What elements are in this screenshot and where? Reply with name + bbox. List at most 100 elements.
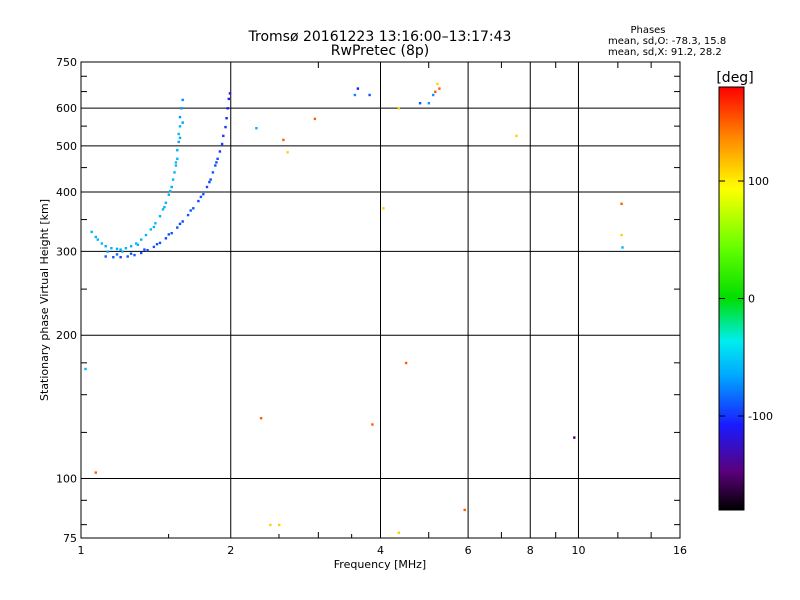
stats-line-x: mean, sd,X: 91.2, 28.2 bbox=[608, 47, 722, 58]
trace-x-point bbox=[146, 249, 149, 252]
scatter-point bbox=[84, 367, 87, 371]
trace-x-point bbox=[186, 213, 190, 217]
scatter-point bbox=[371, 423, 374, 426]
trace-o-point bbox=[149, 228, 152, 231]
x-tick-label: 2 bbox=[227, 544, 234, 557]
scatter-point bbox=[286, 151, 289, 154]
trace-x-point bbox=[176, 226, 179, 229]
trace-o-point bbox=[121, 250, 124, 253]
chart-title-line1: Tromsø 20161223 13:16:00–13:17:43 bbox=[248, 29, 512, 45]
scatter-point bbox=[418, 102, 422, 105]
trace-x-point bbox=[158, 241, 162, 245]
trace-o-point bbox=[167, 193, 170, 196]
stats-heading: Phases bbox=[630, 25, 665, 36]
trace-x-point bbox=[199, 195, 203, 199]
trace-o-point bbox=[106, 250, 109, 253]
colorbar-tick-label: 100 bbox=[748, 175, 769, 188]
trace-o-point bbox=[177, 132, 180, 136]
scatter-point bbox=[573, 436, 576, 439]
y-tick-label: 75 bbox=[63, 532, 77, 545]
colorbar-ticks: 100 0 -100 bbox=[719, 175, 773, 423]
trace-x-point bbox=[129, 252, 133, 255]
y-tick-label: 100 bbox=[56, 473, 77, 486]
scatter-point bbox=[356, 87, 360, 90]
trace-x-point bbox=[225, 117, 228, 120]
stats-line-o: mean, sd,O: -78.3, 15.8 bbox=[608, 36, 726, 47]
trace-o-point bbox=[176, 149, 179, 152]
y-tick-label: 500 bbox=[56, 140, 77, 153]
x-tick-label: 16 bbox=[673, 544, 687, 557]
trace-o-point bbox=[110, 247, 113, 250]
scatter-point bbox=[620, 202, 623, 205]
scatter-point bbox=[397, 107, 400, 110]
trace-o-point bbox=[163, 206, 166, 209]
trace-o-point bbox=[173, 171, 176, 174]
trace-x-point bbox=[228, 92, 232, 95]
x-tick-label: 8 bbox=[527, 544, 534, 557]
y-tick-label: 750 bbox=[56, 56, 77, 69]
trace-o-point bbox=[161, 208, 165, 211]
trace-x-point bbox=[220, 142, 224, 146]
trace-o-point bbox=[164, 201, 168, 204]
trace-x-point bbox=[202, 193, 205, 196]
trace-x-point bbox=[112, 256, 115, 259]
scatter-point bbox=[621, 246, 624, 249]
trace-o-point bbox=[180, 107, 183, 110]
scatter-point bbox=[515, 134, 518, 138]
scatter-point bbox=[269, 523, 272, 527]
trace-x-point bbox=[197, 199, 200, 203]
colorbar: [deg] 100 0 -100 bbox=[716, 70, 773, 511]
scatter-point bbox=[620, 233, 623, 237]
trace-x-point bbox=[167, 233, 170, 236]
x-axis-label: Frequency [MHz] bbox=[334, 558, 426, 571]
trace-o-point bbox=[181, 98, 184, 102]
scatter-point bbox=[313, 117, 317, 121]
trace-x-point bbox=[192, 207, 195, 210]
trace-o-point bbox=[140, 238, 143, 241]
trace-x-point bbox=[208, 180, 211, 184]
scatter-point bbox=[434, 90, 437, 93]
trace-x-point bbox=[178, 222, 182, 226]
scatter-point bbox=[432, 93, 435, 97]
scatter-point bbox=[94, 471, 97, 474]
scatter-point bbox=[438, 87, 441, 90]
trace-o-point bbox=[174, 161, 178, 164]
trace-x-point bbox=[133, 253, 136, 257]
trace-o-point bbox=[154, 222, 157, 225]
trace-x-point bbox=[152, 245, 156, 249]
trace-x-point bbox=[164, 237, 168, 240]
scatter-point bbox=[255, 127, 258, 130]
trace-x-point bbox=[216, 157, 219, 160]
trace-o-point bbox=[174, 164, 178, 167]
trace-o-point bbox=[170, 185, 173, 189]
trace-x-point bbox=[205, 185, 209, 189]
plot-area: 1 2 4 6 8 10 16 75 100 200 300 400 500 600 750 bbox=[56, 56, 687, 557]
x-tick-label: 1 bbox=[78, 544, 85, 557]
trace-o-point bbox=[178, 125, 182, 128]
trace-o-point bbox=[178, 115, 182, 119]
y-tick-label: 600 bbox=[56, 102, 77, 115]
trace-x-point bbox=[222, 134, 225, 138]
trace-x-point bbox=[218, 150, 222, 153]
scatter-point bbox=[436, 82, 439, 86]
y-tick-label: 400 bbox=[56, 186, 77, 199]
colorbar-tick-label: -100 bbox=[748, 410, 773, 423]
trace-o-point bbox=[136, 243, 140, 246]
trace-x-point bbox=[227, 97, 230, 101]
trace-o-point bbox=[176, 157, 179, 160]
trace-x-point bbox=[104, 255, 107, 258]
trace-o-point bbox=[129, 245, 133, 248]
trace-x-point bbox=[189, 209, 192, 212]
y-axis: 75 100 200 300 400 500 600 750 bbox=[56, 56, 680, 545]
trace-x-point bbox=[126, 255, 129, 258]
grid-lines bbox=[81, 62, 680, 538]
trace-x-point bbox=[155, 243, 159, 246]
scatter-point bbox=[397, 531, 400, 534]
scatter-point bbox=[353, 93, 357, 97]
trace-o-point bbox=[96, 238, 99, 241]
trace-o-point bbox=[171, 178, 175, 181]
scatter-point bbox=[278, 523, 281, 527]
scatter-point bbox=[404, 361, 408, 365]
x-tick-label: 4 bbox=[377, 544, 384, 557]
